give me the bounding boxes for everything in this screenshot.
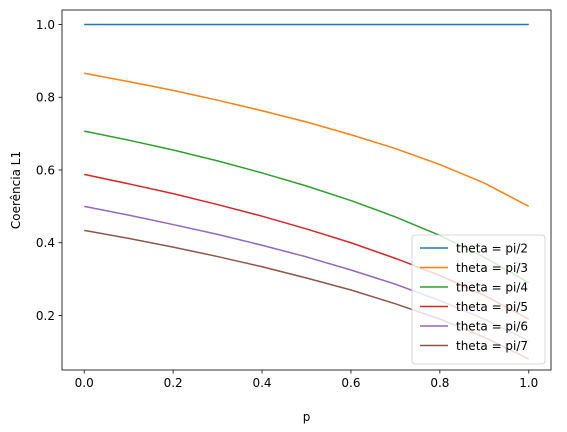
x-tick-label: 0.6: [341, 376, 360, 390]
legend-label: theta = pi/4: [456, 280, 528, 294]
legend-label: theta = pi/3: [456, 261, 528, 275]
legend-label: theta = pi/7: [456, 339, 528, 353]
x-tick-label: 1.0: [519, 376, 538, 390]
x-tick-label: 0.0: [75, 376, 94, 390]
legend-label: theta = pi/6: [456, 319, 528, 333]
x-axis-label: p: [303, 410, 311, 424]
y-tick-label: 1.0: [36, 18, 55, 32]
legend-label: theta = pi/2: [456, 241, 528, 255]
x-axis: 0.0 0.2 0.4 0.6 0.8 1.0: [75, 370, 538, 390]
y-tick-label: 0.2: [36, 309, 55, 323]
x-tick-label: 0.4: [252, 376, 271, 390]
y-axis-label: Coerência L1: [9, 151, 23, 229]
y-tick-label: 0.8: [36, 91, 55, 105]
series-line-2: [84, 72, 530, 208]
x-tick-label: 0.2: [164, 376, 183, 390]
legend: theta = pi/2 theta = pi/3 theta = pi/4 thet…: [411, 234, 546, 365]
plot-frame: [61, 9, 552, 371]
y-tick-label: 0.4: [36, 236, 55, 250]
legend-label: theta = pi/5: [456, 300, 528, 314]
y-tick-label: 0.6: [36, 163, 55, 177]
y-axis: 0.2 0.4 0.6 0.8 1.0: [36, 18, 62, 323]
x-tick-label: 0.8: [430, 376, 449, 390]
